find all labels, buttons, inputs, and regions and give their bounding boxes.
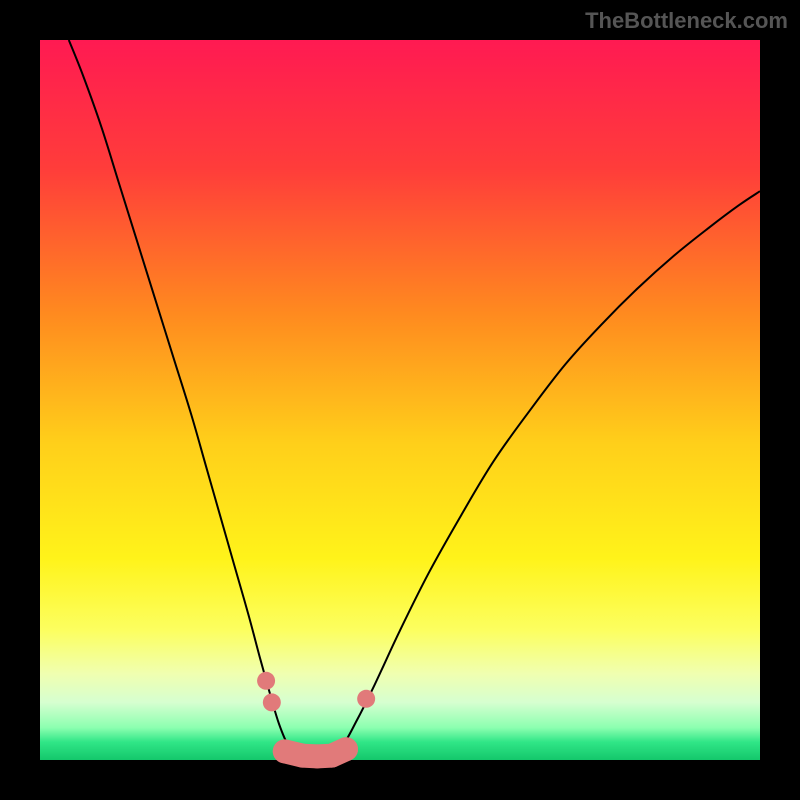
marker-dot xyxy=(357,690,375,708)
plot-background xyxy=(40,40,760,760)
bottleneck-curve-chart xyxy=(0,0,800,800)
chart-container: TheBottleneck.com xyxy=(0,0,800,800)
marker-dot xyxy=(263,693,281,711)
watermark-text: TheBottleneck.com xyxy=(585,8,788,34)
marker-dot xyxy=(257,672,275,690)
marker-dot xyxy=(334,737,358,761)
